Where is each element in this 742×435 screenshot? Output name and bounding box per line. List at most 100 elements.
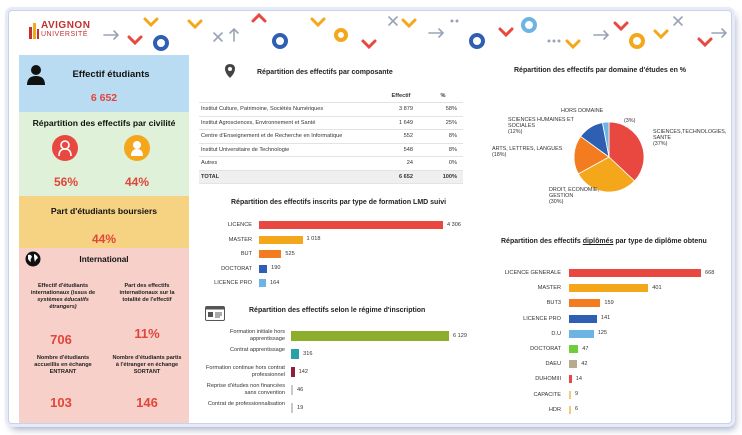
bar-value: 6 — [575, 406, 579, 413]
location-pin-icon — [225, 64, 235, 78]
female-pct: 56% — [53, 175, 79, 189]
pie-label: ARTS, LETTRES, LANGUES (18%) — [492, 146, 563, 159]
bar — [569, 375, 572, 384]
table-cell: Institut Agrosciences, Environnement et … — [199, 116, 379, 130]
pie-label: HORS DOMAINE — [561, 108, 604, 114]
bar-value: 1 018 — [306, 236, 321, 242]
boursiers-card: Part d'étudiants boursiers 44% — [19, 196, 189, 248]
effectif-value: 6 652 — [90, 92, 118, 104]
boursiers-title: Part d'étudiants boursiers — [50, 206, 158, 216]
table-cell: 552 — [379, 129, 423, 144]
bar-label: Reprise d'études non financées sans conv… — [206, 383, 285, 396]
bar-label: DUHOMIII — [535, 376, 561, 383]
table-cell: 3 879 — [379, 102, 423, 117]
bar-value: 19 — [297, 404, 304, 411]
logo-name: AVIGNON — [41, 20, 91, 31]
bar — [259, 250, 282, 258]
table-cell: Institut Universitaire de Technologie — [199, 143, 379, 157]
lmd-title: Répartition des effectifs inscrits par t… — [231, 199, 447, 206]
table-row: Autres 24 0% — [199, 156, 463, 171]
international-card: International Effectif d'étudiants inter… — [19, 248, 189, 423]
civilite-title: Répartition des effectifs par civilité — [32, 118, 176, 128]
right-panel: Répartition des effectifs par domaine d'… — [477, 55, 731, 423]
globe-icon — [25, 251, 41, 267]
entrant-label: Nombre d'étudiants accueillis en échange… — [34, 355, 92, 375]
bar-label: DOCTORAT — [221, 265, 252, 272]
female-icon — [52, 135, 78, 161]
bar-value: 46 — [297, 386, 304, 393]
bar — [569, 405, 571, 414]
bar — [291, 403, 293, 413]
bar-label: MASTER — [228, 236, 252, 243]
bar — [291, 331, 449, 341]
middle-panel: Répartition des effectifs par composante… — [193, 55, 473, 423]
table-cell: 548 — [379, 143, 423, 157]
sortant-label: Nombre d'étudiants partis à l'étranger e… — [112, 355, 182, 375]
composante-title: Répartition des effectifs par composante — [257, 69, 393, 76]
sortant-value: 146 — [136, 395, 158, 410]
table-cell: Autres — [199, 156, 379, 171]
table-cell: 58% — [423, 102, 463, 117]
bar — [569, 284, 649, 293]
bar — [569, 360, 578, 369]
logo-subname: UNIVERSITÉ — [41, 31, 89, 38]
person-icon — [27, 65, 45, 85]
bar-value: 668 — [705, 269, 715, 276]
bar-label: DAEU — [545, 361, 561, 368]
bar — [291, 385, 293, 395]
pie-slice — [577, 156, 636, 193]
table-cell: 0% — [423, 156, 463, 171]
table-row: Centre d'Enseignement et de Recherche en… — [199, 129, 463, 144]
bar-value: 316 — [303, 350, 313, 357]
bar — [259, 279, 266, 287]
bar-value: 159 — [604, 299, 614, 306]
bar-value: 42 — [581, 360, 588, 367]
bar — [569, 345, 579, 353]
bar-value: 164 — [270, 279, 280, 286]
table-cell: Centre d'Enseignement et de Recherche en… — [199, 129, 379, 144]
bar-value: 14 — [575, 375, 582, 382]
bar-label: CAPACITE — [533, 391, 561, 398]
table-cell: 24 — [379, 156, 423, 171]
bar-value: 141 — [600, 315, 611, 322]
bar — [259, 221, 443, 229]
bar-label: D.U — [551, 330, 561, 337]
bar-label: MASTER — [537, 285, 561, 292]
table-cell: 8% — [423, 143, 463, 157]
pie-slice — [601, 121, 610, 158]
bar-value: 525 — [285, 250, 295, 257]
intl-part-value: 11% — [134, 326, 160, 341]
bar — [569, 390, 571, 399]
table-row: Institut Culture, Patrimoine, Sociétés N… — [199, 102, 463, 117]
dashboard-frame: AVIGNON UNIVERSITÉ Effectif étudiants 6 … — [8, 10, 732, 424]
bar-value: 47 — [582, 345, 589, 352]
table-cell: 100% — [423, 170, 463, 184]
bar-value: 401 — [652, 284, 662, 291]
male-pct: 44% — [124, 175, 150, 189]
bar — [291, 349, 300, 359]
bar-value: 6 129 — [453, 332, 467, 339]
effectif-card: Effectif étudiants 6 652 — [19, 55, 189, 112]
domaine-title: Répartition des effectifs par domaine d'… — [514, 67, 687, 74]
intl-part-label: Part des effectifs internationaux sur la… — [119, 283, 175, 303]
table-cell: 6 652 — [379, 170, 423, 184]
bar-label: BUT — [240, 251, 252, 257]
pie-label: (3%) — [624, 118, 636, 124]
bar — [569, 269, 701, 277]
international-title: International — [79, 255, 129, 264]
composante-table: Effectif % Institut Culture, Patrimoine,… — [199, 89, 463, 184]
bar-value: 9 — [575, 391, 579, 398]
bar-label: Formation continue hors contrat professi… — [206, 365, 285, 378]
pie-slice — [573, 135, 610, 175]
civilite-card: Répartition des effectifs par civilité 5… — [19, 112, 189, 196]
bar-label: DOCTORAT — [530, 346, 561, 352]
decorative-banner — [103, 12, 728, 51]
bar-label: HDR — [548, 406, 561, 413]
pie-label: DROIT, ECONOMIE, GESTION (30%) — [549, 187, 600, 206]
table-cell: 25% — [423, 116, 463, 130]
bar-label: Formation initiale hors apprentissage — [229, 329, 285, 342]
intl-effectif-label: Effectif d'étudiants internationaux (iss… — [30, 283, 96, 310]
bar — [259, 235, 303, 244]
pie-label: SCIENCES HUMAINES ET SOCIALES (12%) — [508, 117, 574, 136]
bar — [569, 299, 601, 308]
